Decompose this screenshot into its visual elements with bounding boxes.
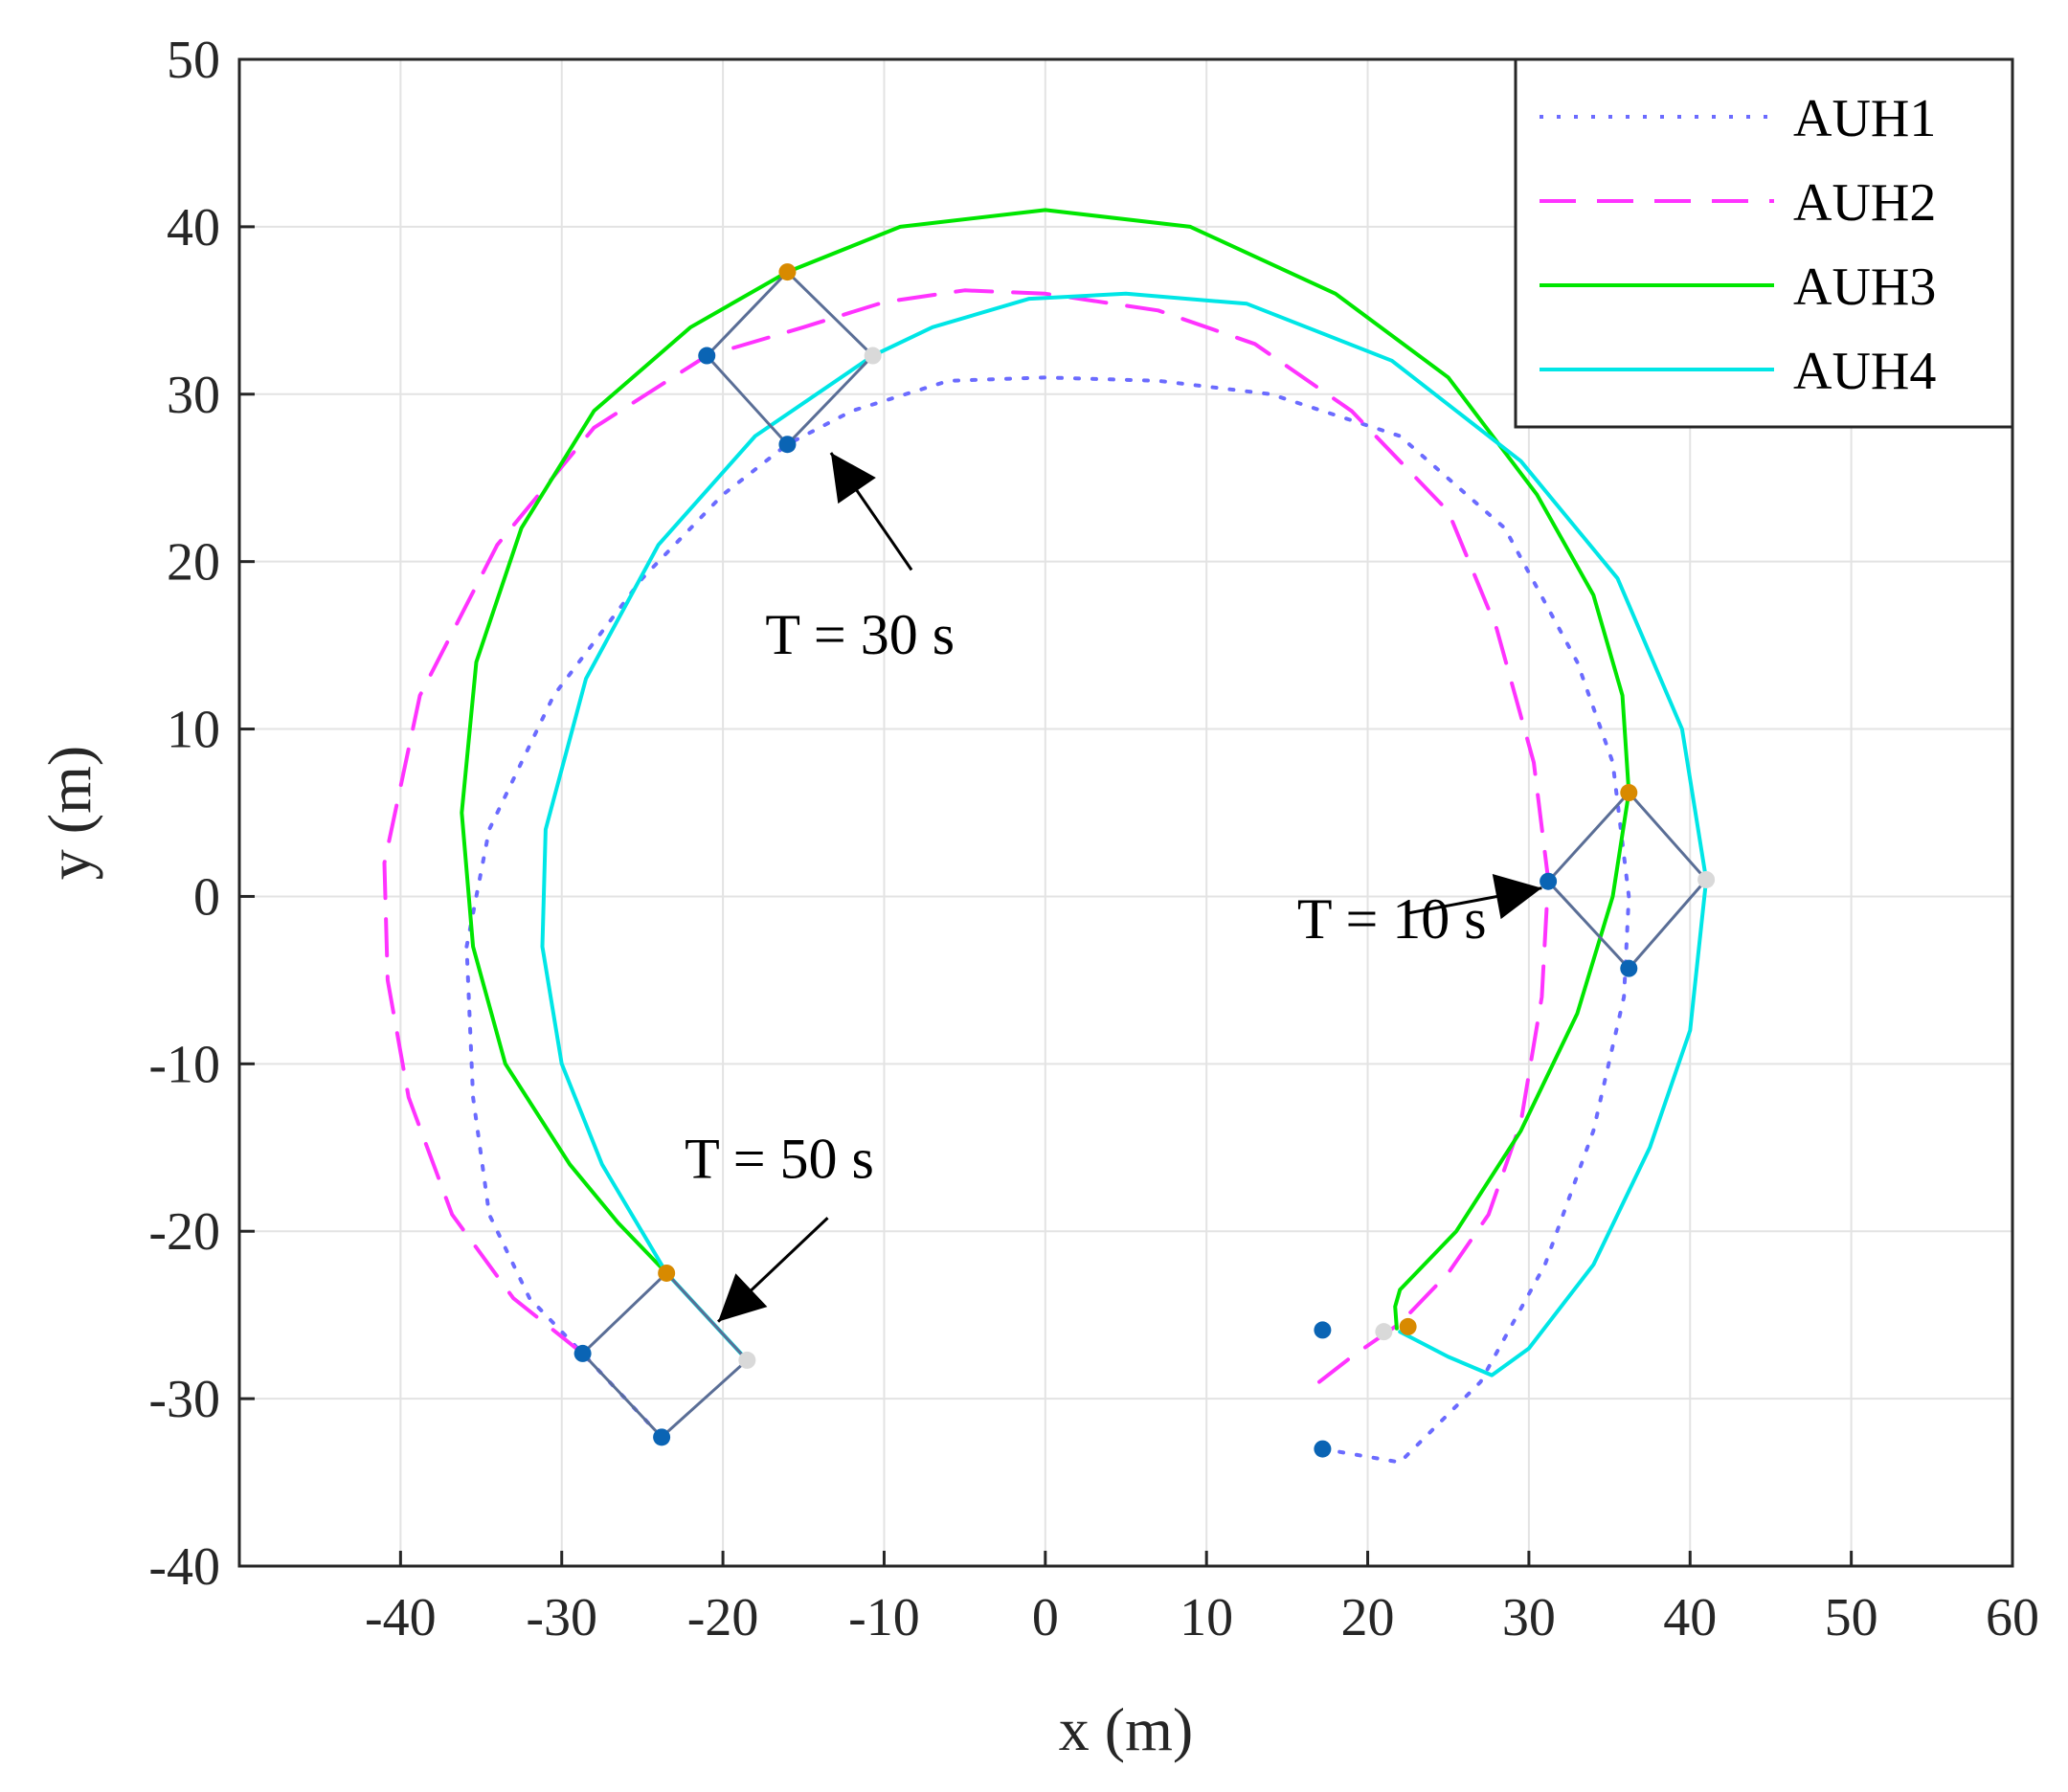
formation-node bbox=[1620, 959, 1638, 977]
x-tick-label: 20 bbox=[1341, 1588, 1395, 1647]
initial-position-marker bbox=[1399, 1317, 1417, 1335]
series-layer bbox=[382, 208, 1709, 1465]
x-tick-label: 10 bbox=[1180, 1588, 1233, 1647]
legend-label-auh3: AUH3 bbox=[1793, 258, 1936, 317]
x-tick-label: 60 bbox=[1986, 1588, 2039, 1647]
y-tick-label: 10 bbox=[167, 701, 220, 760]
annotation-arrowhead bbox=[1492, 873, 1542, 920]
x-tick-label: 30 bbox=[1502, 1588, 1556, 1647]
series-line-auh3 bbox=[460, 208, 1631, 1331]
x-axis-label: x (m) bbox=[1059, 1695, 1193, 1763]
y-tick-label: 50 bbox=[167, 31, 220, 90]
y-tick-label: 30 bbox=[167, 366, 220, 425]
y-tick-label: -20 bbox=[148, 1202, 220, 1262]
x-tick-label: 50 bbox=[1825, 1588, 1878, 1647]
formation-node bbox=[738, 1351, 756, 1369]
series-line-auh1 bbox=[464, 375, 1631, 1465]
y-axis-label: y (m) bbox=[35, 746, 103, 880]
formation-node bbox=[1620, 784, 1638, 802]
formation-node bbox=[778, 263, 797, 281]
node-layer bbox=[573, 263, 1716, 1458]
y-tick-label: 0 bbox=[193, 867, 220, 927]
formation-square-t-30-s bbox=[705, 269, 875, 447]
annotation-arrowhead bbox=[830, 452, 876, 504]
annotation-label: T = 30 s bbox=[765, 603, 955, 666]
legend: AUH1 AUH2 AUH3 AUH4 bbox=[1514, 57, 2014, 429]
formation-node bbox=[573, 1344, 592, 1362]
formation-node bbox=[864, 347, 882, 365]
y-tick-label: 40 bbox=[167, 198, 220, 258]
x-tick-label: 0 bbox=[1032, 1588, 1059, 1647]
formation-node bbox=[653, 1428, 671, 1446]
tick-layer: -40 -30 -20 -10 0 10 20 30 40 50 60 -40 -30 -20 -10 0 10… bbox=[148, 31, 2039, 1647]
annotation-label: T = 50 s bbox=[685, 1127, 874, 1190]
annotation-layer: T = 10 s T = 30 s T = 50 s bbox=[685, 452, 1542, 1323]
initial-position-marker bbox=[1314, 1321, 1332, 1339]
y-tick-label: -30 bbox=[148, 1370, 220, 1429]
initial-position-marker bbox=[1375, 1323, 1393, 1341]
plot-frame bbox=[237, 57, 2014, 1568]
x-tick-label: -40 bbox=[365, 1588, 437, 1647]
formation-node bbox=[1697, 870, 1716, 888]
annotation-label: T = 10 s bbox=[1297, 887, 1487, 951]
legend-label-auh2: AUH2 bbox=[1793, 173, 1936, 233]
initial-position-marker bbox=[1314, 1440, 1332, 1458]
formation-node bbox=[658, 1264, 676, 1282]
y-tick-label: 20 bbox=[167, 533, 220, 593]
x-tick-label: -20 bbox=[687, 1588, 759, 1647]
series-line-auh2 bbox=[382, 288, 1551, 1384]
formation-node bbox=[698, 347, 716, 365]
legend-box bbox=[1514, 57, 2014, 429]
x-tick-label: -30 bbox=[526, 1588, 597, 1647]
legend-label-auh1: AUH1 bbox=[1793, 89, 1936, 148]
y-tick-label: -40 bbox=[148, 1537, 220, 1597]
series-line-auh4 bbox=[540, 291, 1709, 1378]
x-tick-label: -10 bbox=[848, 1588, 920, 1647]
legend-label-auh4: AUH4 bbox=[1793, 342, 1936, 401]
formation-node bbox=[1540, 872, 1558, 890]
y-tick-label: -10 bbox=[148, 1035, 220, 1094]
annotation-arrowhead bbox=[718, 1273, 768, 1322]
x-tick-label: 40 bbox=[1663, 1588, 1717, 1647]
formation-node bbox=[778, 436, 797, 454]
formation-layer bbox=[580, 269, 1709, 1440]
